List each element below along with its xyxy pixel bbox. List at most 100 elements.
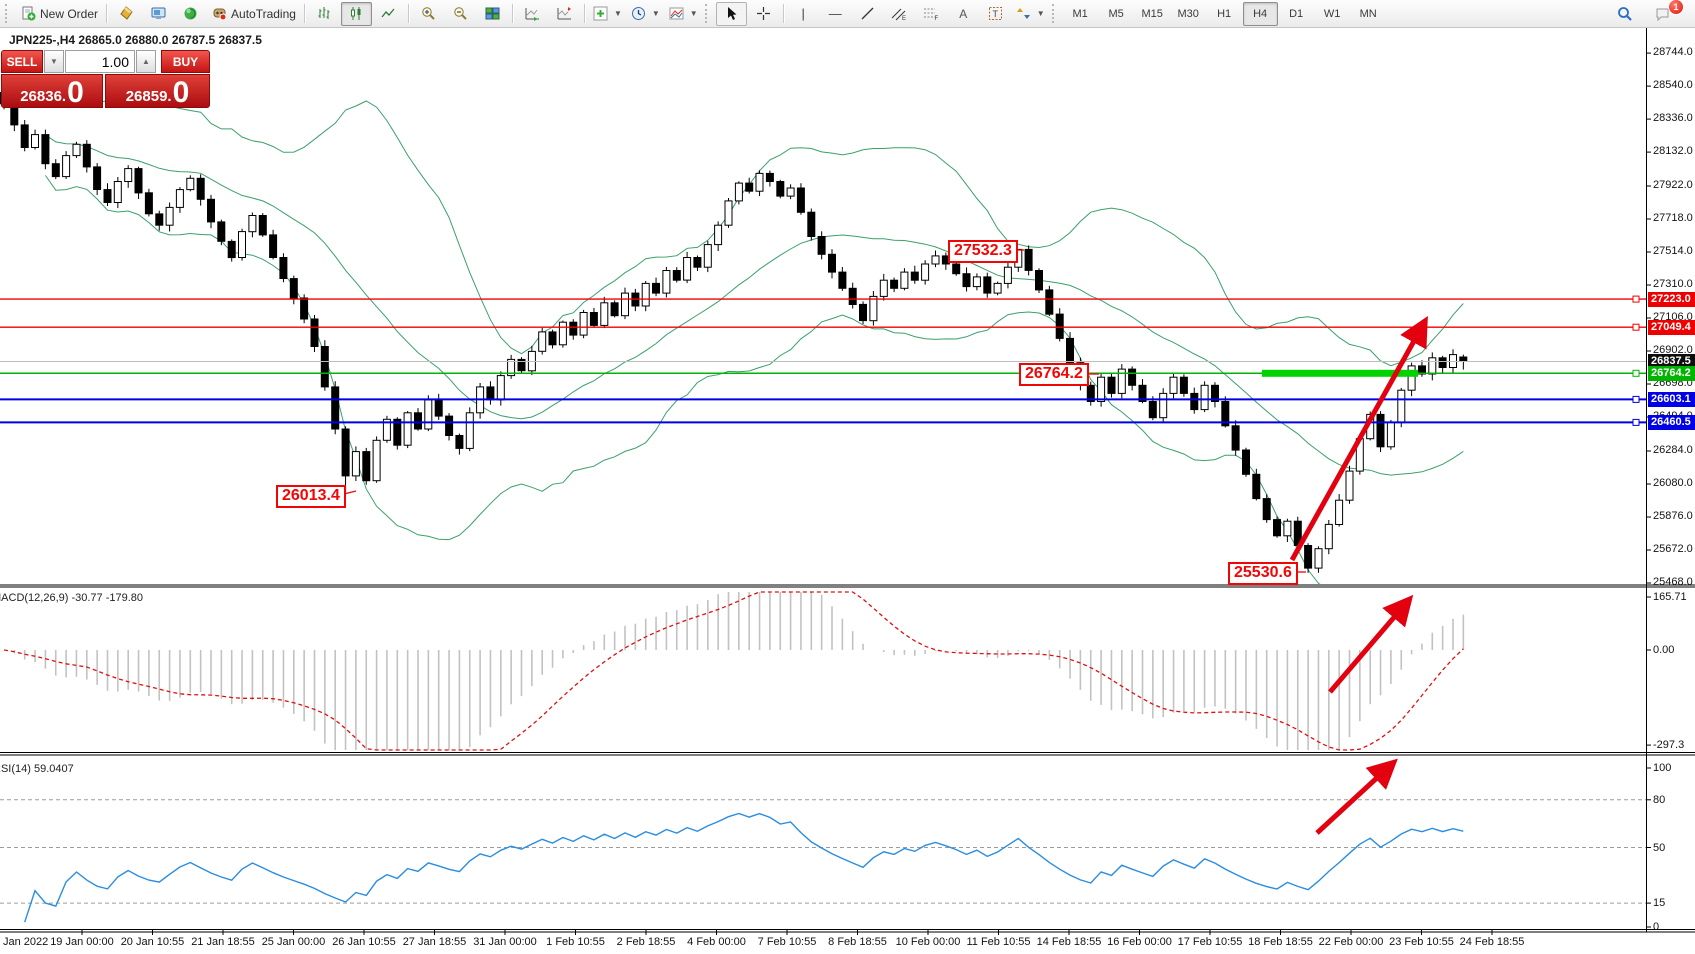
sell-button[interactable]: SELL bbox=[1, 50, 43, 73]
notifications-button[interactable]: 1 bbox=[1647, 0, 1684, 26]
buy-button[interactable]: BUY bbox=[161, 50, 210, 73]
horizontal-line-tool[interactable]: — bbox=[820, 2, 851, 26]
chart-shift-button[interactable] bbox=[549, 2, 580, 26]
search-button[interactable] bbox=[1609, 2, 1640, 26]
candle-body bbox=[414, 412, 422, 430]
candle-body bbox=[1003, 266, 1012, 284]
line-handle[interactable] bbox=[1632, 295, 1640, 303]
candle-body bbox=[196, 177, 205, 200]
bar-chart-button[interactable] bbox=[309, 2, 340, 26]
new-chart-button[interactable] bbox=[111, 2, 142, 26]
candle-body bbox=[890, 279, 899, 289]
symbol-period-label: JPN225-,H4 bbox=[9, 33, 76, 47]
cursor-tool-button[interactable] bbox=[715, 1, 747, 26]
timeframe-label: MN bbox=[1359, 7, 1377, 20]
price-annotation[interactable]: 26013.4 bbox=[276, 485, 346, 508]
timeframe-d1[interactable]: D1 bbox=[1279, 2, 1314, 26]
autotrading-icon bbox=[211, 6, 227, 22]
line-handle[interactable] bbox=[1632, 395, 1640, 403]
timeframe-w1[interactable]: W1 bbox=[1315, 2, 1350, 26]
timeframe-h4[interactable]: H4 bbox=[1242, 1, 1278, 26]
zoom-in-button[interactable] bbox=[413, 2, 444, 26]
equidistant-channel-tool[interactable]: E bbox=[884, 2, 915, 26]
auto-scroll-button[interactable] bbox=[517, 2, 548, 26]
candle-body bbox=[962, 273, 971, 288]
main-toolbar: New Order AutoTrading ▼ ▼ ▼ bbox=[0, 0, 1695, 28]
candle-body bbox=[124, 168, 133, 183]
text-label-icon: T bbox=[987, 6, 1003, 22]
trend-arrow[interactable] bbox=[1328, 594, 1414, 694]
candle-body bbox=[869, 295, 878, 322]
candle-body bbox=[734, 182, 743, 202]
volume-input[interactable] bbox=[65, 50, 135, 73]
line-handle[interactable] bbox=[1632, 323, 1640, 331]
autotrading-button[interactable]: AutoTrading bbox=[207, 2, 300, 26]
timeframe-label: M30 bbox=[1177, 7, 1199, 20]
navigator-button[interactable] bbox=[175, 2, 206, 26]
candle-body bbox=[714, 224, 723, 246]
timeframe-mn[interactable]: MN bbox=[1351, 2, 1386, 26]
text-tool[interactable]: A bbox=[948, 2, 979, 26]
chart-shift-icon bbox=[556, 6, 572, 22]
candle-body bbox=[672, 270, 681, 281]
candle-body bbox=[755, 172, 764, 192]
crosshair-tool-button[interactable] bbox=[748, 2, 779, 26]
fibonacci-icon: F bbox=[923, 6, 939, 22]
indicators-button[interactable]: ▼ bbox=[589, 2, 626, 26]
toolbar-separator bbox=[511, 4, 513, 23]
candle-body bbox=[1221, 401, 1230, 427]
buy-price-tile[interactable]: 26859. 0 bbox=[105, 74, 210, 108]
candle-body bbox=[900, 271, 909, 289]
timeframe-m5[interactable]: M5 bbox=[1099, 2, 1134, 26]
candle-body bbox=[445, 415, 454, 437]
candle-body bbox=[1097, 376, 1106, 403]
candle-body bbox=[382, 418, 391, 441]
candle-body bbox=[1407, 365, 1416, 391]
sell-price-tile[interactable]: 26836. 0 bbox=[1, 74, 103, 108]
timeframe-label: M15 bbox=[1141, 7, 1163, 20]
candle-body bbox=[165, 206, 174, 226]
chart-window[interactable] bbox=[0, 28, 1695, 954]
vertical-line-icon: | bbox=[801, 6, 805, 21]
trendline-tool[interactable] bbox=[852, 2, 883, 26]
volume-increase-button[interactable]: ▲ bbox=[136, 50, 156, 73]
line-chart-button[interactable] bbox=[373, 2, 404, 26]
arrows-tool[interactable]: ▼ bbox=[1012, 2, 1049, 26]
periods-button[interactable]: ▼ bbox=[627, 2, 664, 26]
bar-chart-icon bbox=[316, 6, 332, 22]
candlestick-chart-button[interactable] bbox=[340, 1, 372, 26]
timeframe-m30[interactable]: M30 bbox=[1171, 2, 1206, 26]
sell-price: 26836 bbox=[20, 88, 62, 106]
trend-arrow[interactable] bbox=[1315, 758, 1398, 835]
new-order-button[interactable]: New Order bbox=[16, 2, 102, 26]
timeframe-m15[interactable]: M15 bbox=[1135, 2, 1170, 26]
templates-button[interactable]: ▼ bbox=[665, 2, 702, 26]
profiles-button[interactable] bbox=[143, 2, 174, 26]
fibonacci-tool[interactable]: F bbox=[916, 2, 947, 26]
chart-title: JPN225-,H4 26865.0 26880.0 26787.5 26837… bbox=[9, 33, 262, 47]
line-handle[interactable] bbox=[1632, 418, 1640, 426]
candle-body bbox=[496, 375, 505, 401]
candle-body bbox=[796, 187, 805, 213]
autotrading-label: AutoTrading bbox=[231, 6, 296, 21]
dropdown-caret: ▼ bbox=[689, 9, 698, 18]
candle-body bbox=[113, 181, 122, 203]
vertical-line-tool[interactable]: | bbox=[788, 2, 819, 26]
line-handle[interactable] bbox=[1632, 369, 1640, 377]
candle-body bbox=[207, 198, 215, 223]
price-annotation[interactable]: 26764.2 bbox=[1019, 363, 1089, 386]
timeframe-h1[interactable]: H1 bbox=[1207, 2, 1242, 26]
zoom-out-icon bbox=[452, 6, 468, 22]
green-highlight-zone[interactable] bbox=[1262, 369, 1418, 377]
timeframe-m1[interactable]: M1 bbox=[1063, 2, 1098, 26]
volume-decrease-button[interactable]: ▼ bbox=[44, 50, 64, 73]
zoom-out-button[interactable] bbox=[445, 2, 476, 26]
trend-arrow[interactable] bbox=[1289, 316, 1428, 562]
candle-body bbox=[217, 221, 226, 242]
price-annotation[interactable]: 27532.3 bbox=[948, 240, 1018, 263]
tile-windows-button[interactable] bbox=[477, 2, 508, 26]
candle-body bbox=[320, 346, 329, 388]
text-label-tool[interactable]: T bbox=[980, 2, 1011, 26]
chart-canvas[interactable] bbox=[0, 28, 1695, 954]
price-annotation[interactable]: 25530.6 bbox=[1228, 562, 1298, 585]
